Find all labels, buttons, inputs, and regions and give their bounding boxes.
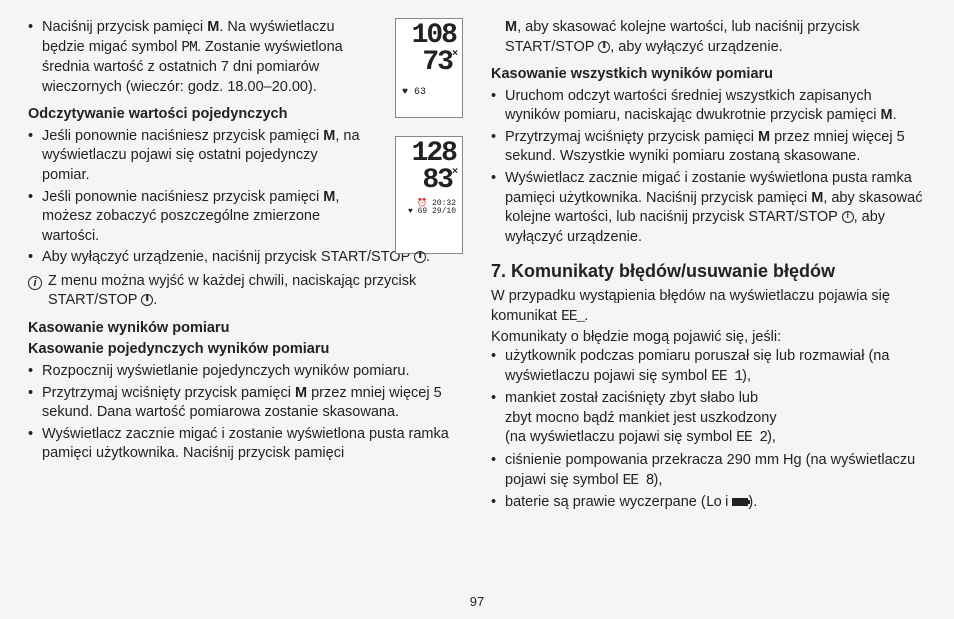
section-7-heading: 7. Komunikaty błędów/usuwanie błędów (491, 259, 926, 283)
left-column: 108 73× ♥ 63 128 83× ⏰ 20:32 ♥ 69 29/10 … (28, 18, 463, 578)
battery-icon (732, 498, 748, 506)
bullet-err-4: baterie są prawie wyczerpane (Lo i ). (491, 493, 926, 514)
bullet-delall-2: Przytrzymaj wciśnięty przycisk pamięci M… (491, 128, 926, 167)
bullet-del-3: Wyświetlacz zacznie migać i zostanie wyś… (28, 425, 463, 464)
lo-icon: Lo (706, 495, 721, 511)
bullet-single-1: Jeśli ponownie naciśniesz przycisk pamię… (28, 127, 368, 186)
subhead-delete-single: Kasowanie pojedynczych wyników pomiaru (28, 340, 463, 360)
power-icon (414, 251, 426, 263)
power-icon (598, 41, 610, 53)
page-columns: 108 73× ♥ 63 128 83× ⏰ 20:32 ♥ 69 29/10 … (28, 18, 926, 578)
lcd1-pulse: ♥ 63 (402, 88, 456, 98)
right-column: M, aby skasować kolejne wartości, lub na… (491, 18, 926, 578)
subhead-delete-all: Kasowanie wszystkich wyników pomiaru (491, 65, 926, 85)
bullet-single-2: Jeśli ponownie naciśniesz przycisk pamię… (28, 188, 368, 247)
bullet-del-2: Przytrzymaj wciśnięty przycisk pamięci M… (28, 384, 463, 423)
bullet-err-1: użytkownik podczas pomiaru poruszał się … (491, 347, 926, 387)
bullet-del-1: Rozpocznij wyświetlanie pojedynczych wyn… (28, 362, 463, 382)
power-icon (842, 211, 854, 223)
info-icon: i (28, 276, 42, 290)
bullet-err-2: mankiet został zaciśnięty zbyt słabo lub… (491, 389, 926, 449)
bullet-delall-3: Wyświetlacz zacznie migać i zostanie wyś… (491, 169, 926, 247)
lcd1-dia: 73× (402, 50, 456, 77)
lcd-display-1: 108 73× ♥ 63 (395, 18, 463, 118)
bullet-memory-press: Naciśnij przycisk pamięci M. Na wyświetl… (28, 18, 368, 97)
subhead-delete: Kasowanie wyników pomiaru (28, 319, 463, 339)
lcd2-date: ♥ 69 29/10 (402, 208, 456, 216)
page-number: 97 (470, 593, 484, 611)
lcd1-sys: 108 (402, 23, 456, 50)
error-intro-1: W przypadku wystąpienia błędów na wyświe… (491, 287, 926, 327)
error-intro-2: Komunikaty o błędzie mogą pojawić się, j… (491, 328, 926, 348)
power-icon (141, 294, 153, 306)
lcd-display-2: 128 83× ⏰ 20:32 ♥ 69 29/10 (395, 136, 463, 254)
bullet-delall-1: Uruchom odczyt wartości średniej wszystk… (491, 87, 926, 126)
info-note: i Z menu można wyjść w każdej chwili, na… (28, 272, 463, 311)
subhead-read-single: Odczytywanie wartości pojedynczych (28, 105, 368, 125)
lcd2-sys: 128 (402, 141, 456, 168)
continuation-text: M, aby skasować kolejne wartości, lub na… (491, 18, 926, 57)
lcd2-dia: 83× (402, 168, 456, 195)
bullet-err-3: ciśnienie pompowania przekracza 290 mm H… (491, 451, 926, 491)
